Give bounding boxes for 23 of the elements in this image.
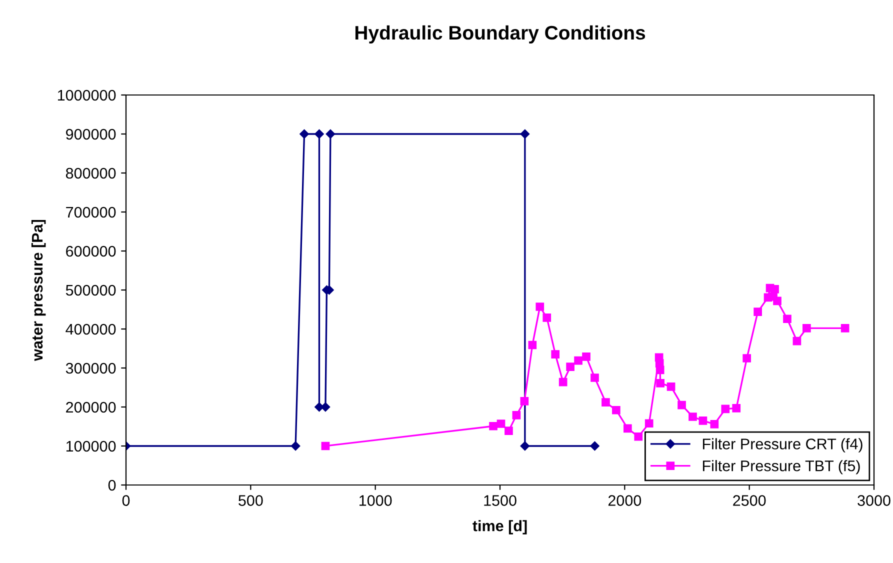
y-tick-label: 700000 [66, 206, 116, 218]
y-tick-label: 100000 [66, 440, 116, 452]
y-tick-label: 1000000 [58, 90, 116, 101]
x-tick-label: 2000 [608, 495, 642, 506]
y-tick-label: 300000 [66, 362, 116, 374]
legend-label: Filter Pressure CRT (f4) [702, 438, 862, 452]
y-tick-label: 0 [108, 480, 116, 491]
x-tick-label: 1500 [484, 495, 516, 506]
y-tick-label: 200000 [66, 402, 116, 413]
x-tick-label: 1000 [360, 495, 392, 506]
x-axis-title: time [d] [472, 520, 527, 534]
y-tick-label: 800000 [66, 168, 116, 179]
y-tick-label: 900000 [66, 128, 116, 140]
y-axis-title: water pressure [Pa] [31, 220, 46, 361]
legend-label: Filter Pressure TBT (f5) [702, 460, 860, 474]
x-tick-label: 0 [122, 495, 130, 506]
chart-title: Hydraulic Boundary Conditions [355, 25, 646, 44]
x-tick-label: 500 [238, 495, 263, 506]
y-tick-label: 400000 [66, 324, 116, 335]
x-tick-label: 2500 [733, 495, 766, 506]
x-tick-label: 3000 [858, 495, 890, 506]
y-tick-label: 600000 [66, 246, 116, 257]
y-tick-label: 500000 [66, 284, 116, 296]
